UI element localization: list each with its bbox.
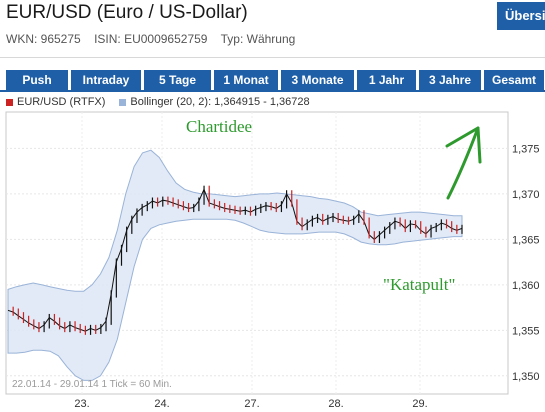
x-tick-label: 28. <box>328 398 343 410</box>
tab-3-jahre[interactable]: 3 Jahre <box>419 70 481 90</box>
y-tick-label: 1,365 <box>512 234 540 246</box>
price-ticks <box>12 185 463 335</box>
timeframe-tabs: Push Intraday 5 Tage 1 Monat 3 Monate 1 … <box>6 70 545 90</box>
y-axis-labels: 1,375 1,370 1,365 1,360 1,355 1,350 <box>512 143 540 382</box>
type-label: Typ: Währung <box>220 32 296 46</box>
tabs-underline <box>0 90 545 92</box>
y-tick-label: 1,375 <box>512 143 540 155</box>
bollinger-band <box>7 149 463 381</box>
annotation-katapult: "Katapult" <box>383 275 455 294</box>
wkn-label: WKN: 965275 <box>6 32 81 46</box>
legend-item-bollinger: Bollinger (20, 2): 1,364915 - 1,36728 <box>119 96 310 108</box>
y-tick-label: 1,360 <box>512 280 540 292</box>
y-tick-label: 1,350 <box>512 371 540 383</box>
tab-1-jahr[interactable]: 1 Jahr <box>357 70 416 90</box>
header-divider <box>0 57 545 58</box>
green-arrow-icon <box>445 126 482 200</box>
tab-3-monate[interactable]: 3 Monate <box>281 70 354 90</box>
x-tick-label: 23. <box>74 398 89 410</box>
chart-footnote: 22.01.14 - 29.01.14 1 Tick = 60 Min. <box>12 379 172 390</box>
tab-push[interactable]: Push <box>6 70 68 90</box>
grid-lines <box>6 112 508 394</box>
tab-gesamt[interactable]: Gesamt <box>484 70 544 90</box>
x-axis-labels: 23. 24. 27. 28. 29. <box>74 398 427 410</box>
security-meta: WKN: 965275 ISIN: EU0009652759 Typ: Währ… <box>6 32 305 46</box>
legend-item-price: EUR/USD (RTFX) <box>6 96 105 108</box>
chart-legend: EUR/USD (RTFX) Bollinger (20, 2): 1,3649… <box>6 96 324 108</box>
bollinger-swatch-icon <box>119 98 127 106</box>
overview-button[interactable]: Übersicht <box>497 2 545 30</box>
legend-price-label: EUR/USD (RTFX) <box>17 96 106 108</box>
annotation-chartidee: Chartidee <box>186 117 252 136</box>
x-tick-label: 29. <box>412 398 427 410</box>
tab-1-monat[interactable]: 1 Monat <box>214 70 278 90</box>
x-tick-label: 27. <box>244 398 259 410</box>
page-title: EUR/USD (Euro / US-Dollar) <box>6 2 248 23</box>
tab-intraday[interactable]: Intraday <box>71 70 141 90</box>
tab-5-tage[interactable]: 5 Tage <box>144 70 211 90</box>
x-tick-label: 24. <box>154 398 169 410</box>
price-chart[interactable]: 1,375 1,370 1,365 1,360 1,355 1,350 23. 24. 27.… <box>0 108 545 412</box>
y-tick-label: 1,370 <box>512 189 540 201</box>
isin-label: ISIN: EU0009652759 <box>94 32 208 46</box>
y-tick-label: 1,355 <box>512 325 540 337</box>
legend-bollinger-label: Bollinger (20, 2): 1,364915 - 1,36728 <box>130 96 310 108</box>
price-swatch-icon <box>6 98 13 106</box>
